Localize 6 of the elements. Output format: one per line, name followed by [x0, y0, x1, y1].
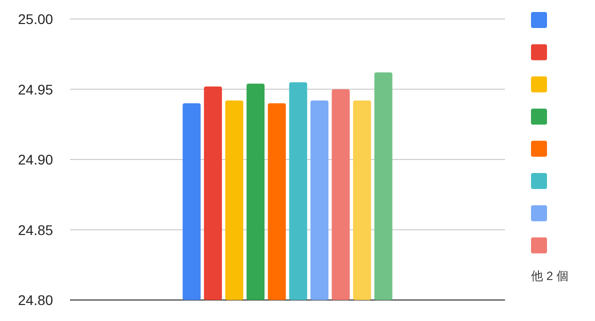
text: 他 2 個	[531, 269, 568, 283]
y-tick-label: 24.90	[18, 152, 54, 168]
y-tick-label: 24.85	[18, 222, 54, 238]
y-tick-label: 24.80	[18, 292, 54, 308]
y-tick-label: 24.95	[18, 81, 54, 98]
y-tick-label: 25.00	[18, 11, 54, 27]
